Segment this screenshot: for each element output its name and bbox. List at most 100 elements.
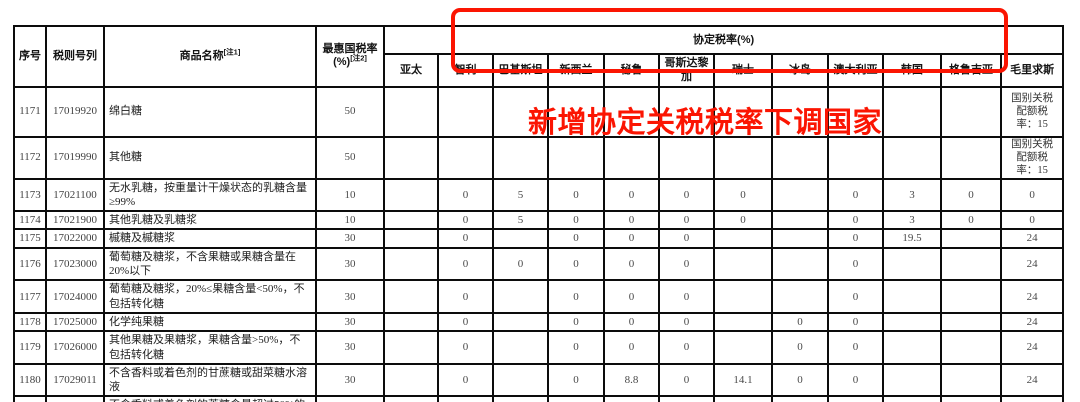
rate-cell xyxy=(383,246,439,282)
rate-cell: 0 xyxy=(547,210,605,231)
product-name-cell: 化学纯果糖 xyxy=(103,311,317,333)
rate-cell xyxy=(492,330,549,365)
rate-cell: 0 xyxy=(547,311,605,333)
product-name-cell: 不含香料或着色剂的蔗糖含量超过50%的甘蔗糖、甜菜糖与其他糖的简单固体混合物 xyxy=(103,395,317,402)
rate-cell: 24 xyxy=(999,330,1065,365)
rate-cell: 0 xyxy=(437,395,494,402)
rate-cell: 0 xyxy=(827,330,884,365)
seq-cell: 1181 xyxy=(13,395,47,402)
rate-cell xyxy=(492,135,549,180)
rate-cell: 0 xyxy=(827,395,884,402)
mfn-footnote-ref: [注2] xyxy=(350,53,367,63)
rate-cell xyxy=(492,85,549,138)
rate-cell xyxy=(827,135,884,180)
rate-cell: 24 xyxy=(999,311,1065,333)
rate-cell xyxy=(383,228,439,249)
rate-cell: 0 xyxy=(827,279,884,314)
rate-cell xyxy=(713,228,773,249)
table-row: 1180 17029011 不含香料或着色剂的甘蔗糖或甜菜糖水溶液 30 0 0… xyxy=(13,362,1065,398)
rate-cell: 0 xyxy=(658,311,715,333)
rate-cell: 0 xyxy=(603,311,660,333)
rate-cell: 0 xyxy=(658,362,715,398)
rate-cell xyxy=(940,362,1002,398)
code-cell: 17019920 xyxy=(45,85,105,138)
rate-cell xyxy=(771,85,829,138)
rate-cell: 0 xyxy=(658,395,715,402)
rate-cell: 0 xyxy=(437,330,494,365)
red-highlight-box xyxy=(451,8,1008,73)
rate-cell xyxy=(437,135,494,180)
rate-cell xyxy=(492,362,549,398)
rate-cell xyxy=(383,279,439,314)
rate-cell xyxy=(713,135,773,180)
rate-cell: 0 xyxy=(492,246,549,282)
rate-cell: 0 xyxy=(827,311,884,333)
col-header-code: 税则号列 xyxy=(45,25,105,88)
rate-cell: 国别关税配额税率：15 xyxy=(999,135,1065,180)
col-header-mfn-rate: 最惠国税率 (%)[注2] xyxy=(315,25,385,88)
table-row: 1179 17026000 其他果糖及果糖浆，果糖含量>50%，不包括转化糖 3… xyxy=(13,330,1065,365)
rate-cell xyxy=(713,279,773,314)
mfn-rate-cell: 30 xyxy=(315,279,385,314)
rate-cell xyxy=(771,228,829,249)
rate-cell xyxy=(771,210,829,231)
rate-cell: 5 xyxy=(492,177,549,213)
rate-cell xyxy=(940,228,1002,249)
code-cell: 17029012 xyxy=(45,395,105,402)
rate-cell xyxy=(492,228,549,249)
mfn-rate-cell: 30 xyxy=(315,330,385,365)
rate-cell xyxy=(383,311,439,333)
product-name-cell: 槭糖及槭糖浆 xyxy=(103,228,317,249)
col-header-agreement-rates-group: 协定税率(%) xyxy=(382,25,1065,55)
rate-cell: 24 xyxy=(999,279,1065,314)
product-name-cell: 绵白糖 xyxy=(103,85,317,138)
rate-cell: 0 xyxy=(999,177,1065,213)
rate-cell xyxy=(771,279,829,314)
rate-cell xyxy=(882,395,942,402)
product-name-cell: 其他糖 xyxy=(103,135,317,180)
rate-cell xyxy=(940,246,1002,282)
seq-cell: 1180 xyxy=(13,362,47,398)
rate-cell xyxy=(940,279,1002,314)
table-row: 1172 17019990 其他糖 50 国别关税配额税率：15 xyxy=(13,135,1065,180)
rate-cell: 0 xyxy=(603,279,660,314)
rate-cell xyxy=(713,246,773,282)
mfn-rate-cell: 30 xyxy=(315,228,385,249)
rate-cell xyxy=(492,279,549,314)
rate-cell xyxy=(882,362,942,398)
rate-cell xyxy=(771,135,829,180)
rate-cell xyxy=(940,85,1002,138)
code-cell: 17024000 xyxy=(45,279,105,314)
rate-cell: 0 xyxy=(437,177,494,213)
rate-cell xyxy=(940,311,1002,333)
rate-cell xyxy=(882,311,942,333)
mfn-header-line1: 最惠国税率 xyxy=(322,43,378,56)
rate-cell: 14.1 xyxy=(713,395,773,402)
rate-cell xyxy=(492,395,549,402)
mfn-rate-cell: 30 xyxy=(315,395,385,402)
rate-cell: 24 xyxy=(999,362,1065,398)
col-header-product-name-label: 商品名称 xyxy=(179,50,224,63)
rate-cell: 0 xyxy=(658,330,715,365)
rate-cell: 0 xyxy=(547,246,605,282)
table-row: 1175 17022000 槭糖及槭糖浆 30 0 0 0 0 0 19.5 2… xyxy=(13,228,1065,249)
code-cell: 17021100 xyxy=(45,177,105,213)
rate-cell: 0 xyxy=(658,246,715,282)
rate-cell: 0 xyxy=(547,279,605,314)
rate-cell xyxy=(383,210,439,231)
rate-cell: 0 xyxy=(771,311,829,333)
rate-cell xyxy=(827,85,884,138)
table-row: 1176 17023000 葡萄糖及糖浆，不含果糖或果糖含量在20%以下 30 … xyxy=(13,246,1065,282)
product-name-cell: 葡萄糖及糖浆，不含果糖或果糖含量在20%以下 xyxy=(103,246,317,282)
seq-cell: 1176 xyxy=(13,246,47,282)
rate-cell xyxy=(882,85,942,138)
product-name-cell: 其他乳糖及乳糖浆 xyxy=(103,210,317,231)
rate-cell: 0 xyxy=(658,210,715,231)
rate-cell: 8.8 xyxy=(603,362,660,398)
mfn-rate-cell: 50 xyxy=(315,135,385,180)
rate-cell xyxy=(603,135,660,180)
seq-cell: 1172 xyxy=(13,135,47,180)
rate-cell: 0 xyxy=(827,228,884,249)
seq-cell: 1177 xyxy=(13,279,47,314)
